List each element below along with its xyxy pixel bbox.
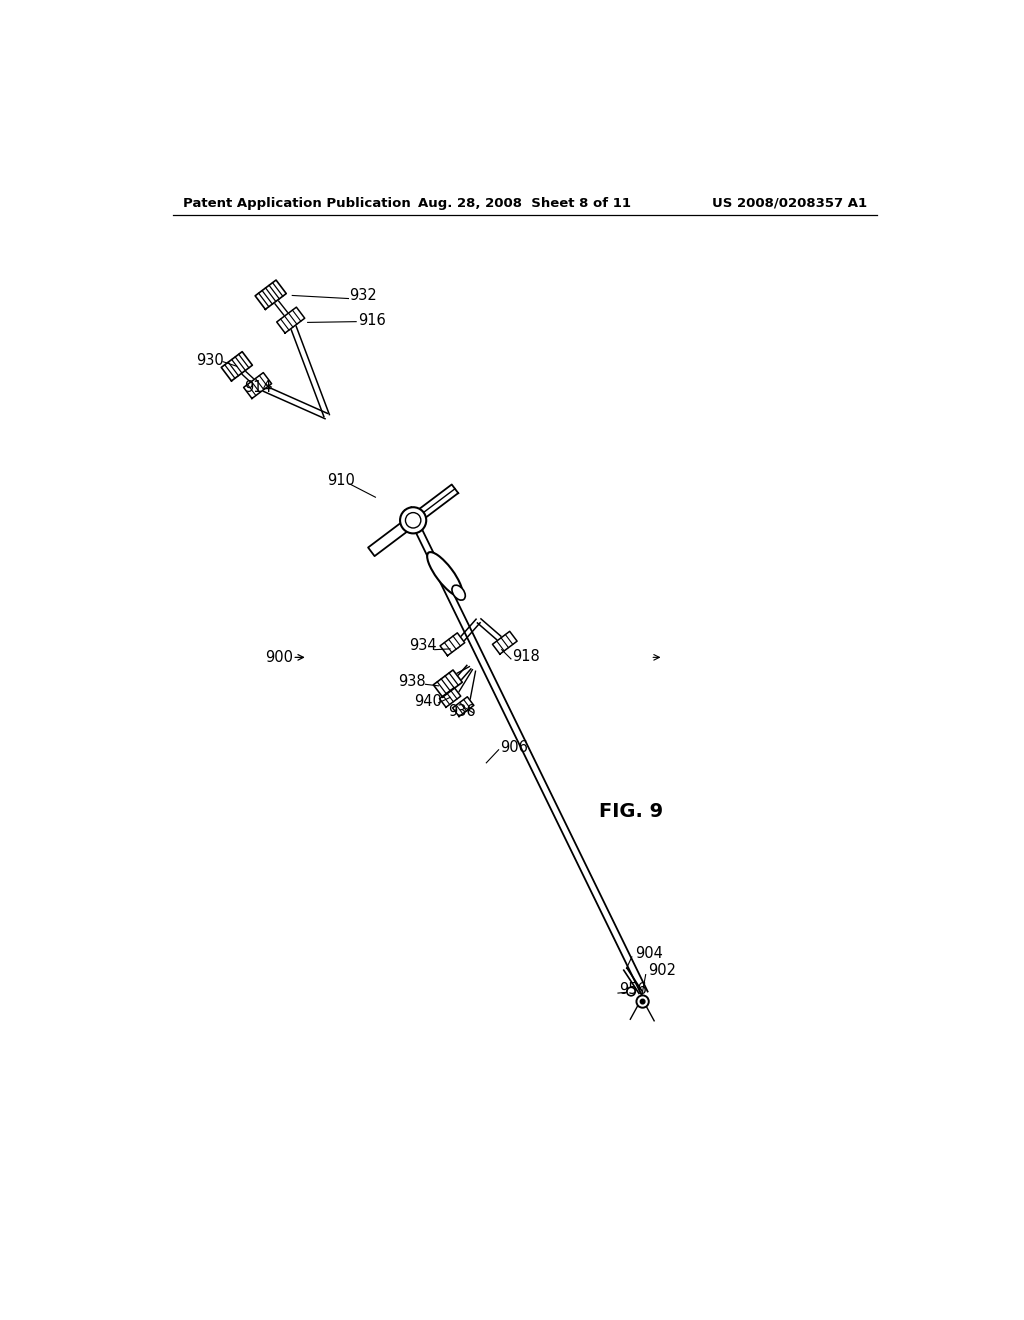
Polygon shape: [368, 484, 458, 556]
Polygon shape: [255, 280, 287, 309]
Ellipse shape: [427, 552, 462, 597]
Polygon shape: [440, 632, 465, 656]
Text: Aug. 28, 2008  Sheet 8 of 11: Aug. 28, 2008 Sheet 8 of 11: [418, 197, 632, 210]
Text: 932: 932: [349, 288, 377, 304]
Text: 900: 900: [265, 649, 293, 665]
Text: 940: 940: [414, 694, 441, 709]
Text: 910: 910: [327, 473, 354, 488]
Text: 914: 914: [245, 380, 272, 395]
Text: 938: 938: [398, 675, 426, 689]
Circle shape: [637, 995, 649, 1007]
Polygon shape: [453, 697, 474, 717]
Polygon shape: [221, 351, 252, 381]
Text: 956: 956: [618, 982, 646, 998]
Polygon shape: [276, 308, 305, 333]
Circle shape: [400, 507, 426, 533]
Text: 904: 904: [635, 945, 663, 961]
Text: 936: 936: [447, 704, 475, 719]
Text: 902: 902: [648, 964, 676, 978]
Text: 934: 934: [410, 639, 437, 653]
Text: 906: 906: [500, 741, 528, 755]
Polygon shape: [433, 671, 462, 697]
Polygon shape: [493, 631, 517, 655]
Text: 918: 918: [512, 649, 540, 664]
Text: 916: 916: [357, 313, 385, 327]
Polygon shape: [439, 688, 461, 708]
Polygon shape: [244, 372, 271, 399]
Text: Patent Application Publication: Patent Application Publication: [183, 197, 411, 210]
Text: US 2008/0208357 A1: US 2008/0208357 A1: [712, 197, 866, 210]
Circle shape: [640, 999, 645, 1005]
Text: FIG. 9: FIG. 9: [599, 801, 663, 821]
Text: 930: 930: [196, 352, 224, 368]
Ellipse shape: [452, 585, 465, 601]
